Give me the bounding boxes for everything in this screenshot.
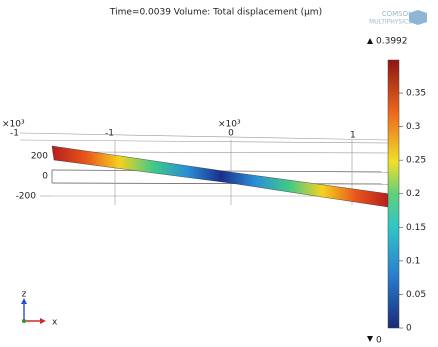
min-marker xyxy=(367,336,373,342)
y-tick-label: 200 xyxy=(31,152,48,162)
comsol-plot: Time=0.0039 Volume: Total displacement (… xyxy=(0,0,438,347)
x-tick-label: 1 xyxy=(350,131,356,141)
beam xyxy=(52,146,390,207)
colorbar-tick-label: 0.3 xyxy=(406,122,420,132)
triad-label: x xyxy=(52,318,58,328)
colorbar-tick-label: 0.05 xyxy=(406,290,426,300)
colorbar-tick-label: 0.1 xyxy=(406,256,420,266)
logo-icon xyxy=(409,10,427,25)
x-tick-label: 0 xyxy=(228,129,234,139)
logo-line: MULTIPHYSICS xyxy=(369,19,412,26)
colorbar-tick-label: 0.2 xyxy=(406,189,420,199)
colorbar-tick-label: 0 xyxy=(406,324,412,334)
colorbar-max: 0.3992 xyxy=(376,37,408,47)
colorbar-tick-label: 0.15 xyxy=(406,223,426,233)
max-marker xyxy=(367,38,373,44)
colorbar-tick-label: 0.35 xyxy=(406,89,426,99)
triad-label: z xyxy=(22,290,27,300)
colorbar xyxy=(388,60,399,328)
colorbar-min: 0 xyxy=(376,336,382,346)
x-tick-label: -1 xyxy=(10,129,19,139)
x-tick-label: -1 xyxy=(105,129,114,139)
plot-title: Time=0.0039 Volume: Total displacement (… xyxy=(109,8,322,18)
y-tick-label: 0 xyxy=(42,172,48,182)
axis-triad xyxy=(21,298,46,324)
logo-line: COMSOL xyxy=(382,10,412,18)
y-tick-label: -200 xyxy=(16,192,37,202)
colorbar-tick-label: 0.25 xyxy=(406,156,426,166)
